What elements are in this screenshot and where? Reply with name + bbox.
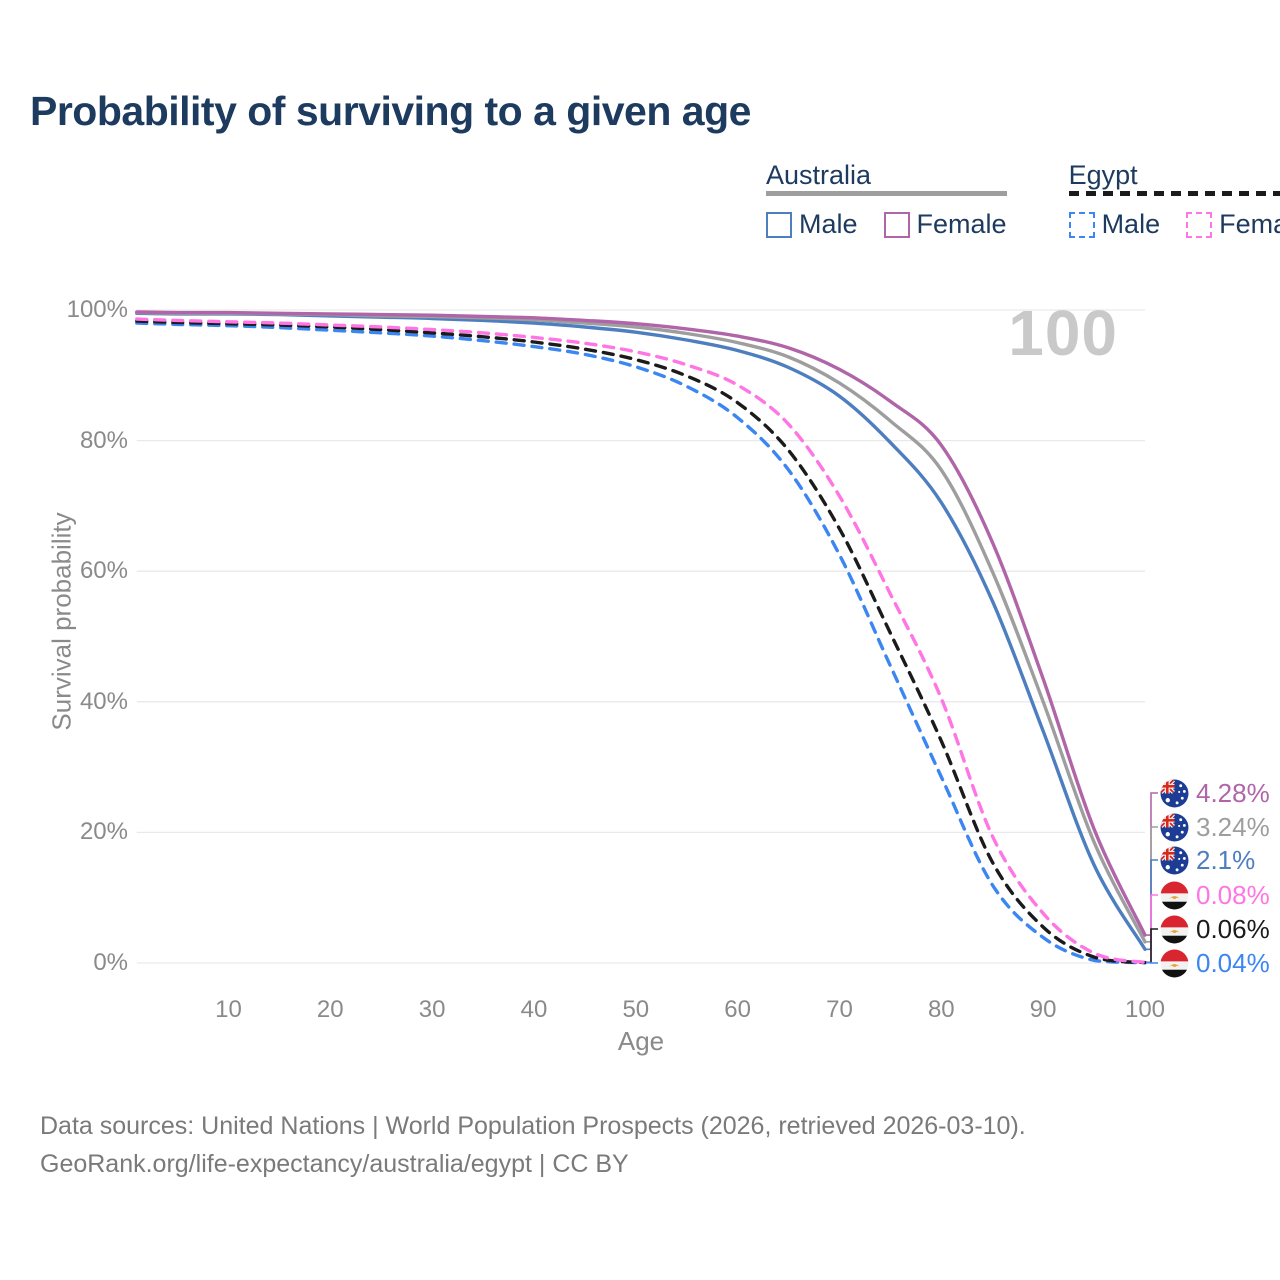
y-tick-label: 20% bbox=[79, 818, 128, 846]
x-tick-label: 30 bbox=[418, 996, 446, 1023]
end-label-value: 3.24% bbox=[1196, 811, 1270, 842]
legend-header-egypt[interactable]: Egypt bbox=[1068, 160, 1280, 209]
end-label-value: 4.28% bbox=[1196, 777, 1270, 808]
australia-flag-icon bbox=[1160, 813, 1189, 841]
series-line-australia-male[interactable] bbox=[135, 311, 1147, 951]
end-label-egypt-male: 0.04% bbox=[1160, 948, 1270, 979]
end-label-egypt-both-sexes: 0.06% bbox=[1160, 914, 1270, 945]
series-line-australia-female[interactable] bbox=[135, 310, 1147, 937]
legend-header-australia[interactable]: Australia bbox=[766, 160, 1007, 209]
y-tick-label: 80% bbox=[79, 426, 128, 454]
legend-swatch-icon bbox=[1186, 211, 1213, 238]
y-tick-label: 100% bbox=[66, 296, 128, 323]
legend-item-label: Male bbox=[799, 209, 858, 239]
series-line-egypt-female[interactable] bbox=[135, 317, 1147, 965]
y-axis-title: Survival probability bbox=[46, 512, 77, 731]
end-label-australia-both-sexes: 3.24% bbox=[1160, 812, 1270, 843]
x-tick-label: 50 bbox=[622, 996, 650, 1023]
egypt-flag-icon bbox=[1160, 881, 1189, 909]
legend-item-australia-male[interactable]: Male bbox=[766, 209, 858, 240]
footer: Data sources: United Nations | World Pop… bbox=[40, 1108, 1026, 1183]
legend-item-australia-female[interactable]: Female bbox=[883, 209, 1007, 240]
legend-swatch-icon bbox=[1068, 211, 1095, 238]
hovered-age-indicator: 100 bbox=[1008, 297, 1118, 369]
x-tick-label: 10 bbox=[215, 996, 242, 1023]
x-axis-title: Age bbox=[617, 1026, 665, 1056]
end-label-egypt-female: 0.08% bbox=[1160, 880, 1270, 911]
legend-item-label: Female bbox=[1219, 209, 1280, 239]
end-label-connector bbox=[1146, 928, 1158, 964]
footer-data-sources: Data sources: United Nations | World Pop… bbox=[40, 1112, 1026, 1140]
legend-item-egypt-male[interactable]: Male bbox=[1068, 209, 1161, 240]
x-tick-label: 100 bbox=[1124, 996, 1166, 1023]
end-label-value: 2.1% bbox=[1196, 844, 1256, 875]
end-label-australia-male: 2.1% bbox=[1160, 845, 1255, 876]
australia-flag-icon bbox=[1160, 846, 1189, 874]
legend-item-egypt-female[interactable]: Female bbox=[1186, 209, 1280, 240]
end-label-australia-female: 4.28% bbox=[1160, 778, 1270, 809]
end-label-connector bbox=[1146, 859, 1158, 951]
series-line-australia-both-sexes[interactable] bbox=[135, 310, 1147, 944]
page-title: Probability of surviving to a given age bbox=[30, 88, 751, 134]
legend: AustraliaMaleFemaleEgyptMaleFemale bbox=[766, 160, 1280, 240]
end-label-connector bbox=[1146, 826, 1158, 943]
legend-underline-solid-icon bbox=[766, 191, 1007, 196]
y-tick-label: 60% bbox=[79, 557, 128, 585]
x-tick-label: 80 bbox=[927, 996, 955, 1023]
end-label-value: 0.08% bbox=[1196, 879, 1270, 910]
series-line-egypt-male[interactable] bbox=[135, 321, 1147, 965]
x-tick-label: 60 bbox=[724, 996, 751, 1023]
legend-swatch-icon bbox=[766, 211, 792, 238]
footer-attribution: GeoRank.org/life-expectancy/australia/eg… bbox=[40, 1149, 629, 1178]
egypt-flag-icon bbox=[1160, 915, 1189, 943]
legend-underline-dashed-icon bbox=[1068, 191, 1280, 196]
y-tick-label: 0% bbox=[93, 949, 128, 976]
x-tick-label: 70 bbox=[826, 996, 853, 1023]
legend-group-australia: Australia Male Female bbox=[766, 160, 1007, 240]
y-tick-label: 40% bbox=[79, 687, 128, 715]
australia-flag-icon bbox=[1160, 779, 1189, 807]
egypt-flag-icon bbox=[1160, 949, 1189, 977]
end-label-value: 0.04% bbox=[1196, 947, 1270, 978]
end-label-value: 0.06% bbox=[1196, 913, 1270, 944]
legend-item-label: Female bbox=[916, 209, 1007, 239]
x-tick-label: 90 bbox=[1029, 996, 1057, 1023]
series-line-egypt-both-sexes[interactable] bbox=[135, 319, 1147, 965]
x-tick-label: 40 bbox=[520, 996, 548, 1023]
legend-item-label: Male bbox=[1101, 209, 1161, 239]
legend-swatch-icon bbox=[883, 211, 910, 238]
x-tick-label: 20 bbox=[316, 996, 344, 1023]
end-label-connector bbox=[1146, 792, 1158, 936]
gridlines bbox=[136, 309, 1145, 964]
